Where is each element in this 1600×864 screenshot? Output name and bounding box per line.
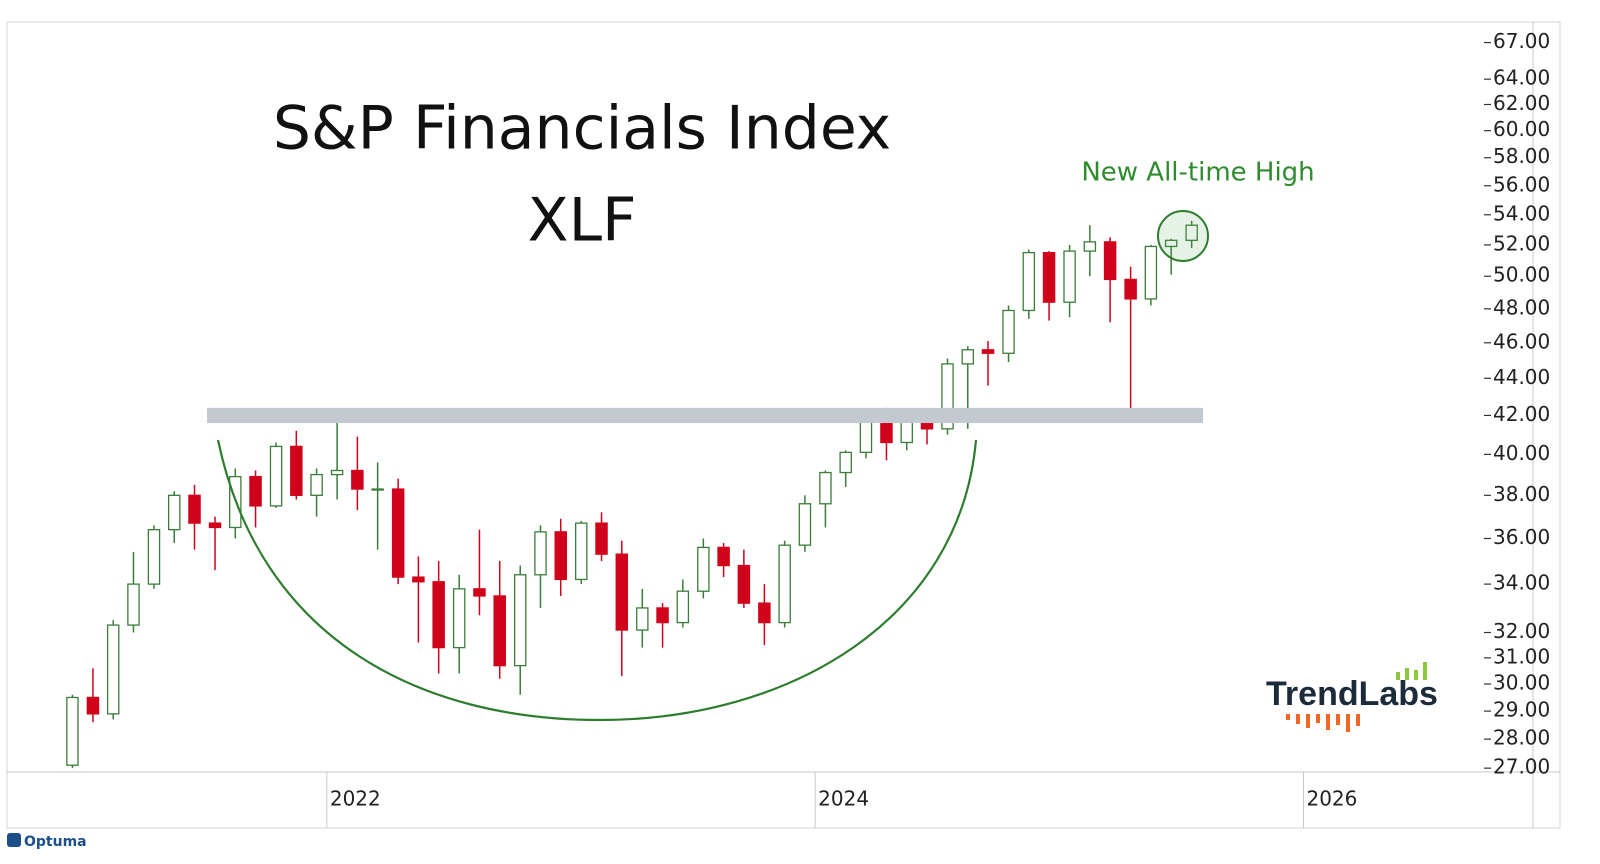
y-tick-label: 56.00: [1493, 172, 1550, 196]
candle-body: [778, 544, 791, 624]
y-tick-label: 42.00: [1493, 402, 1550, 426]
annotation: New All-time High: [1081, 158, 1314, 188]
x-tick-label: 2026: [1306, 787, 1357, 811]
candle-body: [168, 494, 181, 531]
candle-body: [697, 546, 710, 592]
candle-body: [941, 363, 954, 430]
candle-body: [351, 469, 364, 490]
y-tick-label: 67.00: [1493, 29, 1550, 53]
y-tick-label: 38.00: [1493, 482, 1550, 506]
y-tick-label: 36.00: [1493, 525, 1550, 549]
chart-frame: [6, 21, 1561, 829]
y-tick-label: 32.00: [1493, 619, 1550, 643]
candle-body: [534, 531, 547, 576]
x-tick-label: 2024: [818, 787, 869, 811]
footer-icon: [7, 833, 21, 847]
candle-body: [1022, 251, 1036, 312]
candle-body: [391, 488, 405, 578]
candle-body: [330, 469, 344, 476]
candle-body: [676, 590, 690, 624]
candle-body: [473, 588, 486, 597]
y-tick-label: 62.00: [1493, 91, 1550, 115]
y-tick-label: 48.00: [1493, 295, 1550, 319]
y-tick-label: 52.00: [1493, 231, 1550, 255]
footer: Optuma: [24, 834, 87, 850]
candle-body: [371, 488, 384, 491]
candle-body: [412, 576, 425, 583]
y-tick-label: 58.00: [1493, 144, 1550, 168]
candle-body: [452, 588, 466, 649]
candle-body: [1083, 241, 1097, 252]
candle-body: [1103, 241, 1117, 281]
candle-body: [1042, 251, 1056, 303]
y-tick-label: 60.00: [1493, 117, 1550, 141]
x-tick-label: 2022: [330, 787, 381, 811]
y-tick-label: 31.00: [1493, 644, 1550, 668]
candle-body: [758, 602, 771, 624]
candle-body: [249, 475, 262, 507]
logo-bars: [1286, 662, 1427, 732]
candle-body: [717, 546, 730, 567]
candle-body: [1164, 239, 1178, 248]
y-tick-label: 54.00: [1493, 201, 1550, 225]
candle-body: [636, 607, 649, 631]
candle-body: [737, 564, 751, 604]
candle-body: [656, 607, 669, 624]
chart-subtitle: XLF: [527, 186, 636, 256]
candle-body: [188, 494, 201, 524]
candle-body: [981, 349, 995, 354]
candle-body: [86, 696, 100, 715]
y-tick-label: 44.00: [1493, 365, 1550, 389]
candle-body: [1185, 224, 1198, 241]
candle-body: [310, 473, 323, 496]
candle-body: [106, 624, 120, 715]
y-tick-label: 64.00: [1493, 66, 1550, 90]
candle-body: [1063, 250, 1076, 303]
y-tick-label: 40.00: [1493, 441, 1550, 465]
candle-body: [290, 445, 303, 496]
y-tick-label: 29.00: [1493, 698, 1550, 722]
candle-body: [798, 503, 812, 546]
high-circle: [1157, 210, 1209, 262]
candle-body: [147, 529, 161, 585]
candle-body: [127, 583, 140, 626]
candle-body: [554, 531, 568, 581]
candle-body: [432, 581, 445, 649]
candle-body: [513, 574, 527, 667]
candle-body: [1002, 309, 1015, 354]
candle-body: [1124, 278, 1137, 300]
y-tick-label: 27.00: [1493, 755, 1550, 779]
y-tick-label: 50.00: [1493, 263, 1550, 287]
candle-body: [575, 522, 588, 581]
candle-body: [839, 451, 852, 474]
candle-body: [961, 349, 975, 365]
candle-body: [269, 445, 283, 507]
y-tick-label: 28.00: [1493, 726, 1550, 750]
candle-body: [493, 595, 506, 667]
resistance-band: [207, 407, 1203, 424]
y-tick-label: 30.00: [1493, 671, 1550, 695]
chart-title: S&P Financials Index: [273, 94, 891, 164]
candle-body: [66, 696, 79, 766]
candle-body: [819, 471, 832, 505]
cup-arc: [216, 439, 978, 722]
candle-body: [615, 553, 629, 631]
logo: TrendLabs: [1266, 675, 1438, 713]
candle-body: [1144, 245, 1158, 300]
candle-body: [595, 522, 608, 555]
y-tick-label: 34.00: [1493, 571, 1550, 595]
y-tick-label: 46.00: [1493, 329, 1550, 353]
candle-body: [208, 522, 222, 529]
